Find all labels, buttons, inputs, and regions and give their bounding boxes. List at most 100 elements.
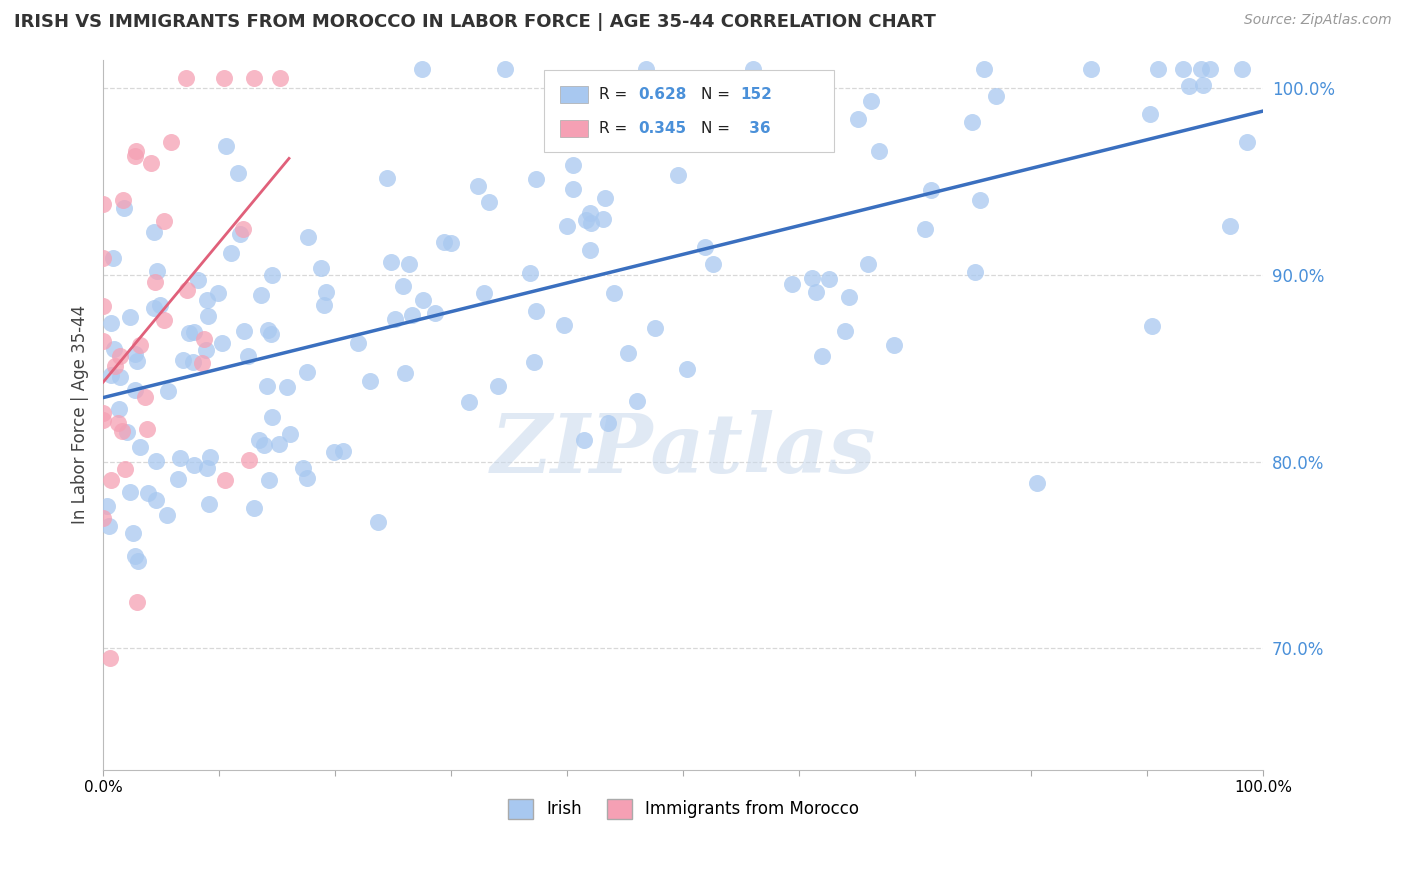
Point [735,135,758,149]
Point [634,62,657,76]
Point [1025,475,1047,490]
Point [260,326,283,341]
Point [100,473,122,487]
Point [914,222,936,236]
Point [198,450,221,464]
Point [598,416,620,430]
Point [592,211,614,226]
Point [367,515,389,529]
Point [103,342,125,356]
Point [100,316,122,330]
Text: 0.345: 0.345 [638,120,686,136]
Point [157,384,180,399]
Text: R =: R = [599,120,631,136]
Point [257,323,280,337]
Point [146,264,169,278]
Point [107,416,129,430]
Point [243,501,266,516]
Point [741,62,763,76]
Point [1199,62,1222,76]
Y-axis label: In Labor Force | Age 35-44: In Labor Force | Age 35-44 [72,305,89,524]
Point [181,355,204,369]
Point [579,216,602,230]
Point [478,194,501,209]
Point [332,443,354,458]
Point [278,426,301,441]
Point [91,251,114,265]
Point [579,243,602,257]
Point [183,458,205,472]
Point [250,287,273,301]
Point [260,268,283,282]
Point [868,145,890,159]
Point [603,285,626,300]
Point [834,324,856,338]
Point [117,425,139,439]
Point [780,277,803,291]
Point [555,219,578,233]
Point [1189,62,1212,76]
Point [120,484,142,499]
Point [666,168,689,182]
Point [247,434,270,448]
Point [103,252,125,266]
Point [519,266,541,280]
Point [973,62,995,76]
Text: R =: R = [599,87,631,103]
Point [143,301,166,315]
Point [380,255,402,269]
Point [232,222,254,236]
Point [134,390,156,404]
Text: ZIPatlas: ZIPatlas [491,410,876,491]
Point [114,461,136,475]
Point [347,336,370,351]
Point [1178,78,1201,93]
Legend: Irish, Immigrants from Morocco: Irish, Immigrants from Morocco [501,792,866,826]
Point [167,472,190,486]
Point [91,197,114,211]
Point [111,425,134,439]
Point [314,298,336,312]
Point [458,394,481,409]
Point [472,285,495,300]
Point [100,650,122,665]
Point [125,145,148,159]
Point [108,349,131,363]
Point [846,112,869,127]
Point [1219,219,1241,234]
Point [579,206,602,220]
Point [91,299,114,313]
Point [1171,62,1194,76]
Point [183,325,205,339]
Point [920,184,942,198]
Point [232,324,254,338]
Point [297,470,319,484]
Point [398,257,420,271]
Point [142,225,165,239]
Point [91,511,114,525]
Point [136,486,159,500]
Point [129,440,152,454]
Point [107,402,129,417]
Point [127,354,149,368]
Point [214,71,236,86]
Point [211,335,233,350]
Point [125,595,148,609]
Point [811,349,834,363]
Point [111,194,134,208]
Point [172,353,194,368]
Point [1147,62,1170,76]
Point [219,246,242,260]
Point [252,438,274,452]
Point [174,71,197,86]
Point [98,519,121,533]
Point [702,257,724,271]
Point [108,370,131,384]
Point [96,500,118,514]
Point [156,508,179,522]
Point [384,312,406,326]
Point [176,283,198,297]
Point [243,71,266,86]
Point [124,383,146,397]
Point [198,497,221,511]
